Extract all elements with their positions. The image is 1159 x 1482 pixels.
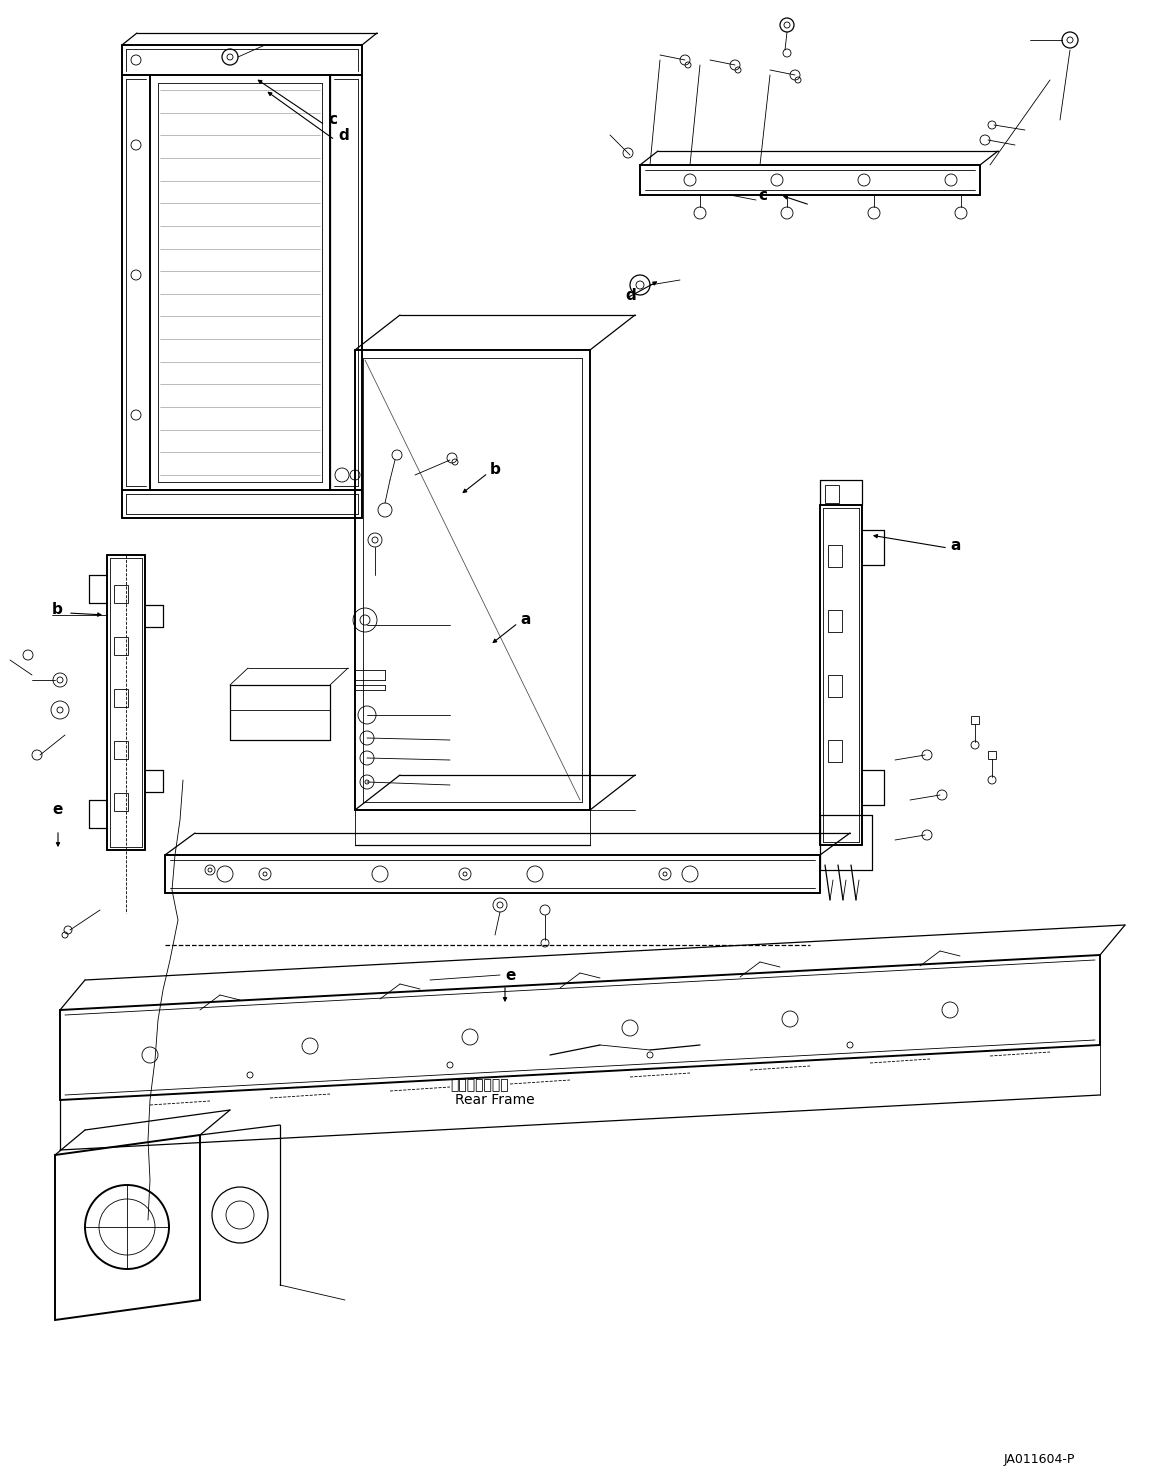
Text: JA011604-P: JA011604-P [1004, 1454, 1076, 1467]
Bar [114, 793, 127, 811]
Bar [828, 545, 841, 568]
Text: d: d [338, 127, 349, 142]
Bar [987, 751, 996, 759]
Text: d: d [625, 288, 636, 302]
Bar [828, 611, 841, 631]
Bar [114, 741, 127, 759]
Bar [114, 585, 127, 603]
Bar [825, 485, 839, 502]
Text: e: e [505, 968, 516, 983]
Bar [828, 740, 841, 762]
Bar [828, 674, 841, 697]
Text: b: b [490, 462, 501, 477]
Text: e: e [52, 802, 63, 818]
Text: a: a [520, 612, 531, 627]
Text: b: b [52, 603, 63, 618]
Bar [971, 716, 979, 725]
Text: c: c [328, 113, 337, 127]
Text: c: c [758, 188, 767, 203]
Bar [114, 637, 127, 655]
Text: リヤーフレーム: リヤーフレーム [450, 1077, 509, 1092]
Bar [114, 689, 127, 707]
Text: a: a [950, 538, 961, 553]
Text: Rear Frame: Rear Frame [455, 1094, 534, 1107]
